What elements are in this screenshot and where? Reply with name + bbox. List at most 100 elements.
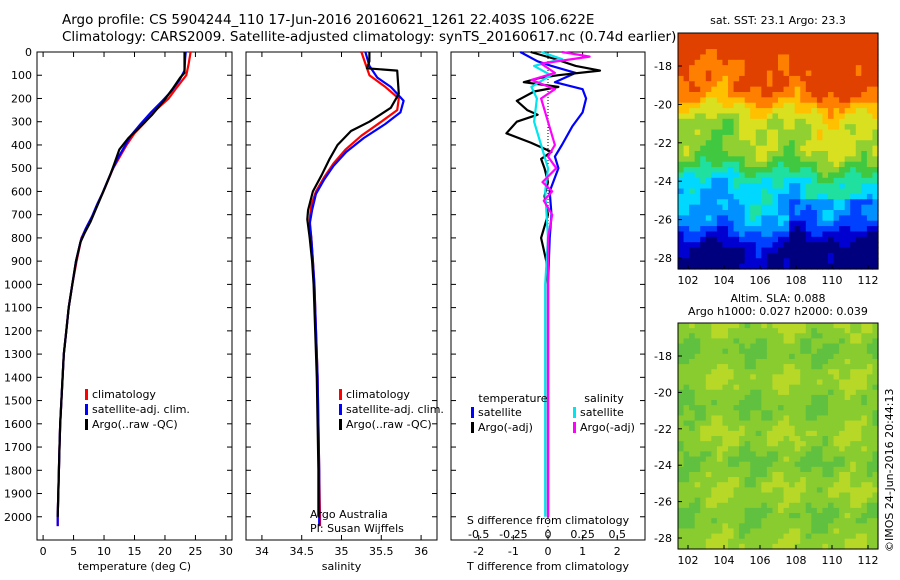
sst-map-xtick-label: 110 [822,274,843,287]
s-difference-label: S difference from climatology [467,514,630,527]
difference-xtick-label: 2 [614,545,621,558]
temperature-xtick-label: 15 [128,545,142,558]
diff-legend-left-label: satellite [478,406,522,419]
temperature-legend-label: climatology [92,388,156,401]
sla-map-ytick-label: -20 [654,386,672,399]
depth-tick-label: 600 [11,185,32,198]
s-difference-tick-label: 0 [545,528,552,541]
diff-legend-right-label: satellite [580,406,624,419]
salinity-legend-label: climatology [346,388,410,401]
salinity-axes-frame [245,51,438,541]
depth-tick-label: 1000 [4,278,32,291]
figure-title-line-1: Argo profile: CS 5904244_110 17-Jun-2016… [62,12,595,28]
sla-map-xtick-label: 110 [822,554,843,567]
difference-xtick-label: -1 [508,545,519,558]
temperature-xlabel: temperature (deg C) [78,560,191,573]
sla-map-xtick-label: 112 [858,554,879,567]
depth-tick-label: 1100 [4,302,32,315]
temperature-series-0 [56,51,192,527]
difference-xtick-label: -2 [473,545,484,558]
temperature-axes-frame [36,51,233,541]
temperature-xtick-label: 0 [40,545,47,558]
salinity-legend-swatch [339,404,342,415]
annotation-pi: PI: Susan Wijffels [310,522,404,535]
s-difference-tick-label: 0.25 [570,528,595,541]
diff-legend-left-swatch [471,407,474,418]
sst-map-xtick-label: 102 [678,274,699,287]
salinity-legend-swatch [339,419,342,430]
depth-tick-label: 500 [11,162,32,175]
annotation-argo-australia: Argo Australia [310,508,388,521]
depth-tick-label: 2000 [4,511,32,524]
sst-map-ytick-label: -28 [654,252,672,265]
sla-map-ytick-label: -22 [654,423,672,436]
sst-map-cells [678,33,879,270]
salinity-series-2 [306,52,400,517]
sst-map-ytick-label: -20 [654,98,672,111]
difference-series-1 [505,50,602,517]
depth-tick-label: 1200 [4,325,32,338]
difference-series-0 [519,51,588,517]
diff-legend-header-salinity: salinity [584,392,624,405]
sst-map-ytick-label: -26 [654,214,672,227]
temperature-xtick-label: 25 [188,545,202,558]
sla-map-ytick-label: -26 [654,496,672,509]
diff-legend-right-swatch [573,407,576,418]
temperature-xtick-label: 30 [219,545,233,558]
salinity-legend-swatch [339,389,342,400]
depth-tick-label: 700 [11,209,32,222]
sst-map-title: sat. SST: 23.1 Argo: 23.3 [710,14,846,27]
sla-map-title-2: Argo h1000: 0.027 h2000: 0.039 [688,305,868,318]
depth-tick-label: 1800 [4,464,32,477]
depth-tick-label: 100 [11,69,32,82]
temperature-legend-swatch [85,419,88,430]
depth-tick-label: 200 [11,92,32,105]
s-difference-tick-label: -0.5 [468,528,489,541]
sla-map-xtick-label: 106 [750,554,771,567]
salinity-legend-label: satellite-adj. clim. [346,403,444,416]
sla-map-xtick-label: 102 [678,554,699,567]
difference-xtick-label: 1 [579,545,586,558]
depth-tick-label: 1300 [4,348,32,361]
depth-tick-label: 0 [25,46,32,59]
temperature-series-1 [56,51,187,527]
salinity-xtick-label: 34.5 [289,545,314,558]
depth-tick-label: 400 [11,139,32,152]
depth-tick-label: 300 [11,116,32,129]
sla-map-ytick-label: -18 [654,350,672,363]
diff-legend-right-swatch [573,422,576,433]
temperature-xtick-label: 5 [70,545,77,558]
salinity-legend-label: Argo(..raw -QC) [346,418,432,431]
sla-map-xtick-label: 104 [714,554,735,567]
depth-tick-label: 800 [11,232,32,245]
sla-map-cells [678,323,879,550]
s-difference-tick-label: -0.25 [499,528,527,541]
salinity-xtick-label: 35.5 [369,545,394,558]
depth-tick-label: 1700 [4,441,32,454]
s-difference-tick-label: 0.5 [609,528,627,541]
sst-map-xtick-label: 104 [714,274,735,287]
temperature-series-2 [56,52,186,517]
depth-tick-label: 1400 [4,371,32,384]
depth-tick-label: 1600 [4,418,32,431]
temperature-legend-swatch [85,389,88,400]
diff-legend-left-swatch [471,422,474,433]
diff-legend-header-temperature: temperature [478,392,547,405]
figure-title-line-2: Climatology: CARS2009. Satellite-adjuste… [62,29,677,45]
sst-map-ytick-label: -22 [654,137,672,150]
imos-timestamp: ©IMOS 24-Jun-2016 20:44:13 [883,388,896,552]
salinity-series-1 [308,51,405,527]
temperature-legend-label: satellite-adj. clim. [92,403,190,416]
salinity-xtick-label: 36 [414,545,428,558]
diff-legend-right-label: Argo(-adj) [580,421,635,434]
diff-legend-left-label: Argo(-adj) [478,421,533,434]
difference-xtick-label: 0 [545,545,552,558]
sst-map-ytick-label: -24 [654,175,672,188]
sla-map-ytick-label: -28 [654,532,672,545]
depth-tick-label: 1900 [4,488,32,501]
sla-map-title-1: Altim. SLA: 0.088 [730,292,826,305]
depth-tick-label: 1500 [4,395,32,408]
temperature-xtick-label: 20 [158,545,172,558]
sla-map-xtick-label: 108 [786,554,807,567]
